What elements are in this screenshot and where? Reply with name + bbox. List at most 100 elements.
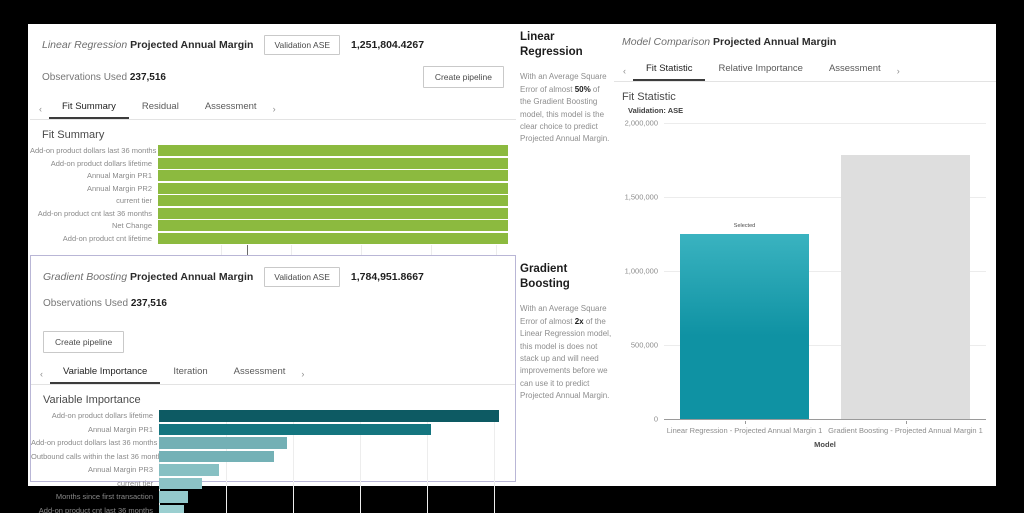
variable-importance-bar[interactable] [159, 410, 499, 422]
fit-summary-bar[interactable] [158, 145, 508, 156]
fit-summary-bar-track [158, 157, 508, 169]
fit-summary-category-label: current tier [116, 196, 152, 205]
model-comparison-panel: Model Comparison Projected Annual Margin… [614, 24, 996, 486]
mc-tabs-next-arrow-icon[interactable]: › [896, 66, 900, 76]
variable-importance-category-label: Add-on product cnt last 36 months [38, 505, 153, 513]
fit-summary-bar[interactable] [158, 170, 508, 181]
fit-summary-bar[interactable] [158, 182, 508, 194]
narrative-lr-body: With an Average Square Error of almost 5… [520, 71, 612, 145]
variable-importance-row[interactable]: Months since first transaction [31, 491, 515, 503]
fit-summary-category-label: Annual Margin PR2 [86, 183, 152, 193]
gridline [664, 197, 986, 198]
variable-importance-bar[interactable] [159, 504, 184, 513]
variable-importance-bar[interactable] [159, 450, 275, 462]
fit-summary-row[interactable]: Add-on product dollars lifetime [30, 157, 516, 169]
lr-tab-residual[interactable]: Residual [141, 101, 179, 112]
gb-target-name: Projected Annual Margin [129, 271, 254, 283]
mc-tab-strip: ‹ Fit Statistic Relative Importance Asse… [614, 59, 996, 82]
lr-algorithm-name: Linear Regression [42, 39, 128, 51]
variable-importance-row[interactable]: Annual Margin PR1 [31, 423, 515, 435]
gb-tab-strip: ‹ Variable Importance Iteration Assessme… [31, 362, 515, 385]
variable-importance-bar-track [159, 504, 507, 513]
variable-importance-bar[interactable] [159, 464, 220, 476]
lr-create-pipeline-button[interactable]: Create pipeline [422, 66, 504, 88]
variable-importance-bar-rows: Add-on product dollars lifetime Annual Ma… [31, 410, 515, 513]
fit-summary-bar-track [158, 170, 508, 181]
fit-summary-bar-track [158, 232, 508, 244]
lr-tab-fit-summary[interactable]: Fit Summary [49, 97, 129, 119]
gb-tab-assessment[interactable]: Assessment [233, 366, 286, 377]
variable-importance-row[interactable]: current tier [31, 477, 515, 489]
mc-tabs-prev-arrow-icon[interactable]: ‹ [623, 66, 626, 76]
gb-tab-variable-importance[interactable]: Variable Importance [50, 362, 161, 384]
fit-summary-category-label: Add-on product dollars lifetime [50, 158, 152, 168]
variable-importance-category-label: Add-on product dollars last 36 months [31, 438, 158, 448]
gb-tabs-next-arrow-icon[interactable]: › [301, 369, 305, 379]
narrative-emphasis: 2x [574, 316, 584, 326]
lr-observations-value: 237,516 [129, 71, 166, 83]
lr-tab-assessment[interactable]: Assessment [204, 101, 257, 112]
fit-statistic-section-title: Fit Statistic [622, 91, 676, 103]
variable-importance-bar-track [159, 491, 507, 503]
variable-importance-bar[interactable] [159, 491, 189, 503]
dashboard-canvas: Linear Regression Projected Annual Margi… [28, 24, 996, 513]
narrative-text: With an Average Square Error of almost [520, 304, 607, 326]
gb-tab-iteration[interactable]: Iteration [173, 366, 208, 377]
gb-observations-value: 237,516 [130, 298, 167, 309]
left-column: Linear Regression Projected Annual Margi… [28, 24, 518, 513]
lr-ase-value: 1,251,804.4267 [351, 39, 425, 51]
lr-tabs-next-arrow-icon[interactable]: › [272, 104, 276, 114]
gradient-boosting-header: Gradient Boosting Projected Annual Margi… [31, 256, 515, 353]
fit-summary-row[interactable]: current tier [30, 195, 516, 206]
narrative-gb-body: With an Average Square Error of almost 2… [520, 303, 612, 402]
narrative-linear-regression: Linear Regression With an Average Square… [520, 30, 612, 146]
mc-tab-relative-importance[interactable]: Relative Importance [718, 63, 803, 74]
fit-statistic-bar[interactable] [841, 154, 970, 419]
fit-summary-bar-track [158, 145, 508, 156]
lr-tabs-prev-arrow-icon[interactable]: ‹ [39, 104, 42, 114]
fit-summary-row[interactable]: Net Change [30, 220, 516, 231]
variable-importance-row[interactable]: Outbound calls within the last 36 months [31, 450, 515, 462]
gb-tabs-prev-arrow-icon[interactable]: ‹ [40, 369, 43, 379]
fit-statistic-y-ticks: 0 500,000 1,000,000 1,500,000 2,000,000 [622, 119, 662, 424]
gb-validation-ase-chip[interactable]: Validation ASE [264, 267, 340, 287]
fit-summary-bar[interactable] [158, 220, 508, 231]
lr-observations-label: Observations Used [42, 71, 128, 83]
narrative-gradient-boosting: Gradient Boosting With an Average Square… [520, 262, 612, 402]
fit-statistic-y-tick-label: 500,000 [630, 340, 658, 350]
gb-observations: Observations Used 237,516 [43, 298, 167, 309]
fit-statistic-y-tick-label: 2,000,000 [624, 118, 658, 128]
fit-summary-row[interactable]: Annual Margin PR1 [30, 170, 516, 181]
fit-summary-bar[interactable] [158, 232, 508, 244]
fit-statistic-y-tick-label: 1,500,000 [624, 192, 658, 202]
variable-importance-category-label: Add-on product dollars lifetime [51, 411, 153, 421]
variable-importance-bar[interactable] [159, 477, 202, 489]
gb-create-pipeline-button[interactable]: Create pipeline [43, 331, 125, 353]
mc-tab-fit-statistic[interactable]: Fit Statistic [633, 59, 706, 81]
lr-tab-strip: ‹ Fit Summary Residual Assessment › [30, 97, 516, 120]
fit-summary-bar-track [158, 207, 508, 219]
fit-summary-row[interactable]: Add-on product dollars last 36 months [30, 145, 516, 156]
fit-summary-row[interactable]: Annual Margin PR2 [30, 182, 516, 194]
gradient-boosting-panel: Gradient Boosting Projected Annual Margi… [30, 255, 516, 513]
fit-summary-bar[interactable] [158, 207, 508, 219]
fit-statistic-x-axis-title: Model [814, 440, 836, 449]
lr-observations: Observations Used 237,516 [42, 72, 166, 83]
fit-statistic-bar[interactable]: Selected [680, 223, 809, 419]
fit-summary-row[interactable]: Add-on product cnt last 36 months [30, 207, 516, 219]
fit-statistic-x-tick-label: Linear Regression - Projected Annual Mar… [666, 426, 823, 435]
variable-importance-row[interactable]: Add-on product cnt last 36 months [31, 504, 515, 513]
axis-tick [905, 421, 907, 424]
fit-summary-row[interactable]: Add-on product cnt lifetime [30, 232, 516, 244]
mc-tab-assessment[interactable]: Assessment [828, 63, 881, 74]
fit-summary-category-label: Add-on product cnt last 36 months [37, 208, 152, 218]
fit-summary-category-label: Add-on product dollars last 36 months [30, 146, 157, 155]
lr-validation-ase-chip[interactable]: Validation ASE [264, 35, 341, 55]
fit-summary-bar[interactable] [158, 195, 508, 206]
fit-summary-bar[interactable] [158, 157, 508, 169]
variable-importance-row[interactable]: Annual Margin PR3 [31, 464, 515, 476]
variable-importance-bar[interactable] [159, 423, 432, 435]
variable-importance-row[interactable]: Add-on product dollars lifetime [31, 410, 515, 422]
variable-importance-bar[interactable] [159, 437, 288, 449]
variable-importance-row[interactable]: Add-on product dollars last 36 months [31, 437, 515, 449]
